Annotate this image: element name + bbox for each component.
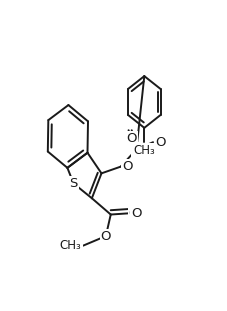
Text: O: O xyxy=(73,239,82,252)
Text: O: O xyxy=(155,136,166,149)
Text: O: O xyxy=(126,132,137,145)
Text: O: O xyxy=(128,207,139,220)
Text: S: S xyxy=(132,143,141,156)
Text: O: O xyxy=(122,160,133,173)
Text: O: O xyxy=(101,230,111,243)
Text: CH₃: CH₃ xyxy=(133,144,155,157)
Text: O: O xyxy=(101,230,111,243)
Text: CH₃: CH₃ xyxy=(60,239,81,252)
Text: S: S xyxy=(69,177,78,190)
Text: O: O xyxy=(131,207,141,220)
